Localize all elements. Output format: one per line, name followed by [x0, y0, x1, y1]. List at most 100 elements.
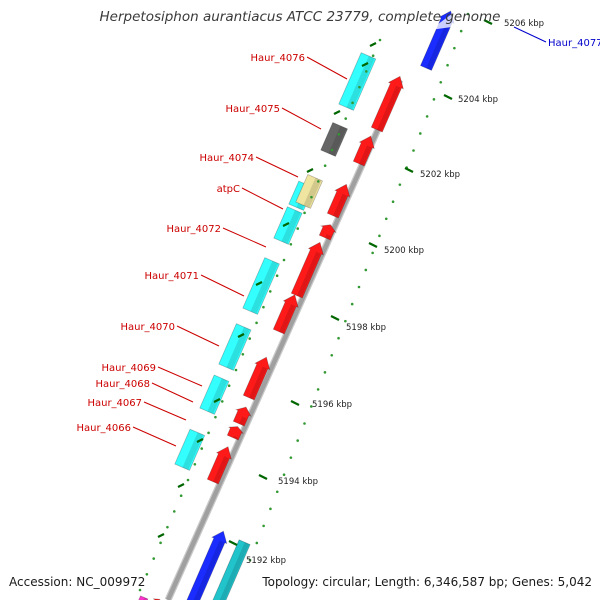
scale-inner-tick [177, 483, 185, 488]
blue-gene [186, 530, 228, 600]
scale-dot-outer [289, 456, 293, 459]
scale-dot-inner [227, 384, 231, 388]
gene-label-leader [200, 274, 245, 297]
haur-4077-gene-shade [426, 20, 452, 71]
scale-inner-tick [196, 438, 204, 443]
gene-label-leader [255, 156, 299, 178]
scale-dot-inner [303, 211, 306, 215]
scale-dot-outer [419, 132, 422, 135]
scale-dot-outer [425, 115, 429, 118]
scale-label: 5198 kbp [346, 323, 386, 333]
scale-dot-inner [220, 400, 224, 403]
scale-dot-outer [330, 353, 334, 357]
scale-dot-inner [282, 258, 286, 262]
gene-label-leader [143, 401, 187, 421]
scale-dot-outer [446, 63, 449, 67]
scale-dot-inner [152, 557, 156, 560]
scale-dot-outer [262, 524, 265, 528]
scale-label: 5206 kbp [504, 19, 544, 29]
scale-dot-inner [234, 368, 238, 372]
gene-label: Haur_4072 [166, 224, 221, 235]
magenta-gene-shade [143, 597, 148, 600]
scale-inner-tick [361, 62, 369, 67]
reverse-gene [272, 294, 299, 335]
scale-dot-outer [344, 319, 347, 323]
scale-major-tick [258, 474, 268, 480]
scale-dot-inner [172, 510, 176, 513]
gene-label-leader [176, 325, 220, 347]
scale-major-tick [483, 19, 493, 25]
scale-dot-inner [323, 164, 327, 168]
gene-label-leader [513, 26, 547, 43]
scale-dot-outer [310, 405, 313, 408]
gene-label: Haur_4076 [250, 53, 305, 64]
gene-label-leader [157, 366, 203, 387]
scale-label: 5194 kbp [278, 477, 318, 487]
reverse-gene [226, 426, 244, 441]
scale-dot-inner [186, 478, 190, 482]
gene-label: Haur_4067 [87, 398, 142, 409]
scale-dot-inner [193, 462, 197, 466]
backbone [165, 79, 403, 600]
scale-inner-tick [237, 333, 245, 338]
scale-dot-inner [344, 117, 348, 120]
scale-dot-outer [398, 183, 402, 186]
scale-dot-outer [364, 268, 368, 272]
gene-label: Haur_4071 [144, 271, 199, 282]
reverse-gene [318, 224, 337, 241]
scale-dot-outer [439, 80, 443, 84]
gene-label: Haur_4069 [101, 363, 156, 374]
forward-gene [199, 374, 230, 415]
reverse-gene [206, 446, 232, 485]
scale-inner-tick [306, 168, 314, 173]
scale-dot-inner [330, 148, 334, 152]
scale-dot-inner [241, 352, 245, 356]
reverse-gene [326, 183, 351, 219]
scale-dot-inner [310, 195, 313, 199]
gene-label: Haur_4070 [120, 322, 175, 333]
scale-inner-tick [369, 42, 377, 47]
forward-gene [174, 428, 206, 471]
scale-dot-outer [391, 200, 395, 203]
forward-gene [338, 52, 377, 111]
scale-dot-outer [432, 98, 436, 101]
reverse-gene-shade [377, 85, 401, 132]
scale-dot-inner [296, 227, 300, 230]
scale-dot-inner [200, 447, 204, 450]
forward-gene-shade [281, 210, 301, 244]
gene-label: Haur_4074 [199, 153, 254, 164]
scale-dot-inner [145, 572, 149, 576]
scale-dot-outer [323, 371, 327, 374]
scale-dot-inner [289, 242, 293, 246]
scale-label: 5200 kbp [384, 246, 424, 256]
haur-4075-gene [320, 121, 349, 157]
scale-label: 5196 kbp [312, 400, 352, 410]
gene-label: atpC [217, 184, 240, 195]
scale-dot-outer [453, 46, 456, 50]
scale-dot-inner [248, 337, 252, 340]
scale-inner-tick [213, 398, 221, 403]
scale-dot-outer [357, 285, 361, 289]
scale-dot-outer [255, 541, 259, 545]
reverse-gene [232, 406, 252, 427]
gene-label-leader [222, 227, 267, 248]
scale-major-tick [228, 540, 238, 546]
scale-dot-outer [303, 422, 306, 425]
forward-gene [242, 257, 280, 315]
scale-dot-outer [248, 558, 252, 562]
reverse-gene-shade [279, 304, 296, 334]
scale-label: 5202 kbp [420, 170, 460, 180]
scale-dot-inner [262, 305, 265, 309]
scale-label: 5192 kbp [246, 556, 286, 566]
gene-label-leader [306, 56, 348, 80]
scale-dot-inner [358, 85, 361, 89]
scale-dot-inner [159, 541, 162, 545]
scale-dot-inner [364, 70, 368, 73]
scale-dot-inner [378, 38, 382, 42]
scale-dot-inner [179, 494, 183, 498]
scale-dot-inner [351, 101, 354, 105]
blue-gene-shade [193, 540, 225, 600]
scale-major-tick [368, 242, 378, 248]
